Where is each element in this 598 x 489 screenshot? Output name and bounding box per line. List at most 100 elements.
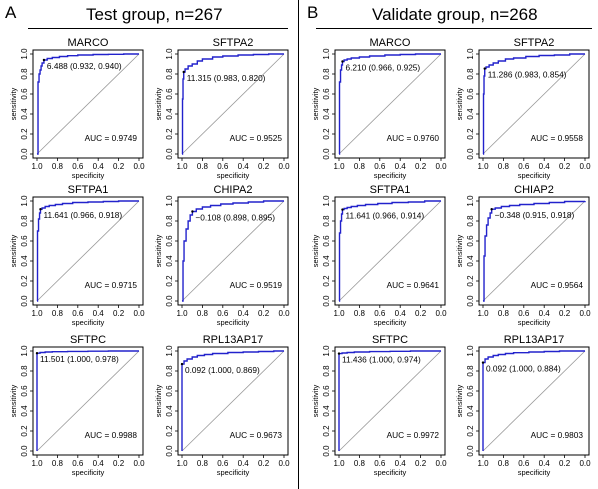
y-tick-label: 0.0 [466,445,475,457]
x-tick-label: 1.0 [176,459,188,468]
x-tick-label: 0.2 [258,459,270,468]
threshold-label: 11.641 (0.966, 0.918) [43,210,122,220]
x-tick-label: 0.8 [498,459,510,468]
y-tick-label: 1.0 [322,345,331,357]
x-tick-label: 0.6 [374,162,386,171]
x-axis-label: specificity [518,468,551,477]
x-tick-label: 0.8 [197,309,209,318]
threshold-label: 0.092 (1.000, 0.884) [486,364,561,374]
x-tick-label: 0.0 [278,162,290,171]
plot-frame [334,196,446,306]
y-tick-label: 0.4 [466,108,475,120]
y-tick-label: 0.8 [165,215,174,227]
x-tick-label: 0.6 [217,459,229,468]
plot-frame [478,196,590,306]
x-tick-label: 0.4 [238,162,250,171]
x-tick-label: 0.6 [374,309,386,318]
y-tick-label: 0.4 [322,405,331,417]
chart-title: MARCO [370,37,411,49]
plot-area: 1.0 0.8 0.6 0.4 0.2 0.0 specificity 0.0 0.2 0.4 0.… [311,184,447,327]
y-tick-label: 0.4 [20,108,29,120]
plot-frame [334,346,446,456]
y-tick-label: 0.6 [165,385,174,397]
x-axis-label: specificity [374,171,407,180]
chart-title: CHIPA2 [214,184,253,196]
reference-diagonal [36,350,140,452]
x-tick-label: 0.0 [133,309,145,318]
y-tick-label: 0.4 [322,108,331,120]
plot-frame [478,49,590,159]
x-tick-label: 0.0 [579,459,591,468]
x-tick-label: 0.0 [278,309,290,318]
x-tick-label: 0.6 [217,162,229,171]
roc-chart-2: 1.0 0.8 0.6 0.4 0.2 0.0 specificity 0.0 0.2 0.4 0.… [9,184,145,327]
roc-curve [482,53,585,155]
x-tick-label: 1.0 [31,459,43,468]
threshold-label: 11.315 (0.983, 0.820) [187,73,266,83]
x-axis-label: specificity [518,171,551,180]
x-tick-label: 0.8 [52,459,64,468]
x-tick-label: 0.2 [258,309,270,318]
roc-chart-11: 1.0 0.8 0.6 0.4 0.2 0.0 specificity 0.0 0.2 0.4 0.… [455,334,591,477]
reference-diagonal [482,200,586,302]
y-tick-label: 0.0 [165,295,174,307]
x-tick-label: 0.8 [354,459,366,468]
threshold-point [191,210,194,213]
y-tick-label: 0.8 [20,365,29,377]
chart-title: SFTPA1 [68,184,109,196]
auc-label: AUC = 0.9673 [230,430,283,440]
y-axis-label: sensitivity [9,87,18,120]
panel-b-letter: B [307,3,319,22]
y-tick-label: 0.4 [165,405,174,417]
x-axis-label: specificity [374,318,407,327]
y-tick-label: 1.0 [165,48,174,60]
y-tick-label: 0.6 [322,88,331,100]
y-axis-label: sensitivity [311,384,320,417]
roc-chart-4: 1.0 0.8 0.6 0.4 0.2 0.0 specificity 0.0 0.2 0.4 0.… [9,334,145,477]
plot-frame [334,49,446,159]
x-axis-label: specificity [72,318,105,327]
y-tick-label: 0.0 [165,445,174,457]
plot-frame [478,346,590,456]
threshold-point [182,70,185,74]
threshold-point [341,60,344,63]
roc-curve [181,53,284,155]
y-tick-label: 0.6 [165,88,174,100]
threshold-label: 11.286 (0.983, 0.854) [488,70,567,80]
threshold-point [490,208,493,211]
threshold-label: 11.436 (1.000, 0.974) [342,355,421,365]
y-tick-label: 0.2 [466,425,475,437]
roc-curve [37,53,139,155]
x-tick-label: 0.4 [539,459,551,468]
x-tick-label: 0.6 [518,459,530,468]
x-tick-label: 1.0 [477,309,489,318]
threshold-point [337,352,341,355]
threshold-point [39,208,42,211]
x-tick-label: 0.2 [559,309,571,318]
y-axis-label: sensitivity [455,234,464,267]
chart-title: SFTPA1 [370,184,411,196]
x-tick-label: 0.2 [113,309,125,318]
y-tick-label: 0.8 [20,215,29,227]
y-tick-label: 0.0 [466,148,475,160]
roc-chart-5: 1.0 0.8 0.6 0.4 0.2 0.0 specificity 0.0 0.2 0.4 0.… [154,334,290,477]
x-tick-label: 0.8 [498,162,510,171]
reference-diagonal [338,350,442,452]
roc-curve [181,350,284,451]
threshold-label: 6.488 (0.932, 0.940) [47,61,122,71]
auc-label: AUC = 0.9760 [387,133,440,143]
y-tick-label: 0.6 [322,385,331,397]
x-tick-label: 0.2 [559,162,571,171]
roc-chart-9: 1.0 0.8 0.6 0.4 0.2 0.0 specificity 0.0 0.2 0.4 0.… [455,184,591,327]
x-tick-label: 0.0 [278,459,290,468]
y-tick-label: 0.0 [20,445,29,457]
plot-frame [177,196,289,306]
y-tick-label: 0.0 [322,445,331,457]
auc-label: AUC = 0.9988 [85,430,138,440]
x-tick-label: 0.8 [354,309,366,318]
x-tick-label: 0.6 [72,309,84,318]
threshold-point [42,58,46,62]
plot-area: 1.0 0.8 0.6 0.4 0.2 0.0 specificity 0.0 0.2 0.4 0.… [154,334,290,477]
y-axis-label: sensitivity [311,234,320,267]
y-tick-label: 0.8 [322,215,331,227]
